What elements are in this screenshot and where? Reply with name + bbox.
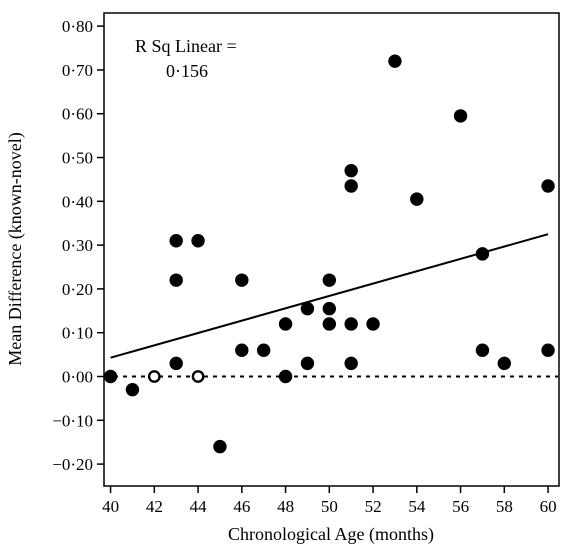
plot-frame [103, 12, 560, 487]
data-point [322, 317, 337, 331]
x-tick-label: 52 [365, 497, 382, 516]
y-tick-label: 0·70 [62, 61, 93, 80]
y-axis-ticks: −0·20 −0·10 0·00 0·10 0·20 0·30 0·40 0·50 0·60 0·… [52, 17, 104, 474]
y-tick-label: 0·40 [62, 192, 93, 211]
data-point [125, 382, 140, 397]
data-points [103, 54, 555, 454]
data-point-open [191, 370, 205, 383]
x-tick-label: 48 [277, 497, 294, 516]
data-point [169, 356, 183, 371]
data-point [191, 234, 205, 248]
data-point [497, 356, 512, 371]
data-point [366, 317, 380, 331]
x-tick-label: 58 [496, 497, 513, 516]
data-point [475, 247, 490, 261]
y-tick-label: −0·10 [52, 411, 93, 430]
regression-line [110, 233, 549, 359]
data-point [300, 301, 315, 316]
data-point [475, 343, 490, 357]
x-axis-ticks: 40 42 44 46 48 50 52 54 56 58 60 [102, 486, 557, 516]
data-point [256, 343, 271, 357]
data-point-open [147, 370, 161, 383]
y-tick-label: 0·50 [62, 149, 93, 168]
data-point [103, 369, 118, 384]
data-point [541, 179, 555, 193]
data-point [235, 273, 249, 287]
x-tick-label: 50 [321, 497, 338, 516]
r-squared-label: R Sq Linear = [135, 36, 237, 56]
x-tick-label: 60 [540, 497, 557, 516]
data-point [213, 439, 227, 454]
data-point [388, 54, 402, 68]
y-tick-label: 0·10 [62, 324, 93, 343]
data-point [410, 192, 424, 206]
x-tick-label: 40 [102, 497, 119, 516]
x-tick-label: 44 [190, 497, 208, 516]
data-point [453, 109, 468, 123]
x-tick-label: 56 [452, 497, 469, 516]
x-tick-label: 42 [146, 497, 163, 516]
x-tick-label: 54 [408, 497, 426, 516]
data-point [322, 301, 337, 316]
y-tick-label: −0·20 [52, 455, 93, 474]
y-tick-label: 0·80 [62, 17, 93, 36]
data-point [278, 369, 293, 384]
y-axis-title: Mean Difference (known-novel) [5, 132, 26, 366]
r-squared-value: 0·156 [166, 61, 208, 81]
data-point [344, 356, 358, 371]
data-point [278, 317, 293, 331]
data-point [169, 273, 183, 287]
y-tick-label: 0·60 [62, 105, 93, 124]
data-point [322, 273, 337, 287]
data-point [541, 343, 555, 357]
y-tick-label: 0·00 [62, 368, 93, 387]
data-point [344, 179, 358, 193]
data-point [344, 163, 358, 178]
data-point [344, 317, 358, 331]
x-axis-title: Chronological Age (months) [228, 524, 434, 545]
data-point [169, 234, 183, 248]
x-tick-label: 46 [233, 497, 250, 516]
data-point [235, 343, 249, 357]
y-tick-label: 0·30 [62, 236, 93, 255]
y-tick-label: 0·20 [62, 280, 93, 299]
data-point [300, 356, 315, 371]
